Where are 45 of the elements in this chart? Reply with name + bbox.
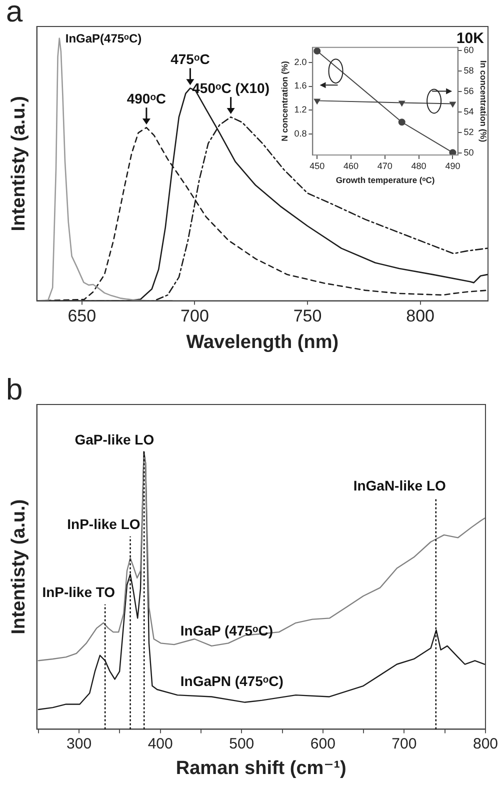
chart-title: a: [6, 0, 23, 29]
x-tick-label: 800: [472, 735, 498, 752]
x-axis-title: Growth temperature (ᵒC): [336, 175, 435, 186]
chart-title: b: [6, 374, 23, 407]
x-tick-label: 750: [293, 306, 322, 326]
y2-tick-label: 58: [464, 65, 474, 76]
annotation: InP-like LO: [67, 516, 140, 532]
y-axis-title: Intentisty (a.u.): [8, 96, 30, 232]
x-tick-label: 300: [66, 735, 92, 752]
series-label: InGaPN (475ᵒC): [180, 673, 284, 690]
y2-axis-title: In concentration (%): [478, 60, 489, 142]
x-tick-label: 470: [377, 160, 392, 171]
x-tick-label: 500: [229, 735, 254, 752]
y-axis-title: N concentration (%): [279, 60, 290, 142]
y2-tick-label: 50: [464, 147, 474, 158]
x-tick-label: 480: [411, 160, 426, 171]
annotation: InP-like TO: [42, 584, 116, 600]
x-axis-title: Wavelength (nm): [186, 332, 339, 353]
x-axis-title: Raman shift (cm⁻¹): [176, 758, 346, 779]
y-tick-label: 2.0: [294, 56, 307, 67]
annotation: GaP-like LO: [74, 432, 154, 448]
annotation: InGaN-like LO: [353, 478, 446, 494]
y2-tick-label: 56: [464, 86, 474, 96]
x-tick-label: 450: [310, 160, 325, 171]
y2-tick-label: 54: [464, 106, 474, 116]
x-tick-label: 700: [392, 735, 417, 752]
legend-label: 450ᵒC (X10): [192, 80, 270, 96]
text: 490ᵒC: [126, 90, 166, 107]
y-tick-label: 1.2: [294, 104, 307, 115]
y-axis-title: Intentisty (a.u.): [8, 499, 30, 634]
y2-tick-label: 52: [464, 126, 474, 137]
series-label: 475ᵒC: [170, 51, 210, 68]
x-tick-label: 600: [310, 735, 336, 752]
series-label: InGaP(475ᵒC): [65, 32, 142, 46]
x-tick-label: 700: [180, 306, 209, 326]
y-tick-label: 1.6: [294, 80, 307, 91]
y-tick-label: 0.8: [294, 128, 307, 139]
x-tick-label: 800: [406, 306, 435, 326]
x-tick-label: 400: [148, 735, 173, 752]
y2-tick-label: 60: [464, 44, 474, 55]
x-tick-label: 650: [68, 306, 96, 326]
annotation: 10K: [456, 30, 484, 48]
series-label: InGaP (475ᵒC): [180, 622, 274, 639]
x-tick-label: 460: [344, 160, 359, 171]
x-tick-label: 490: [445, 160, 460, 171]
